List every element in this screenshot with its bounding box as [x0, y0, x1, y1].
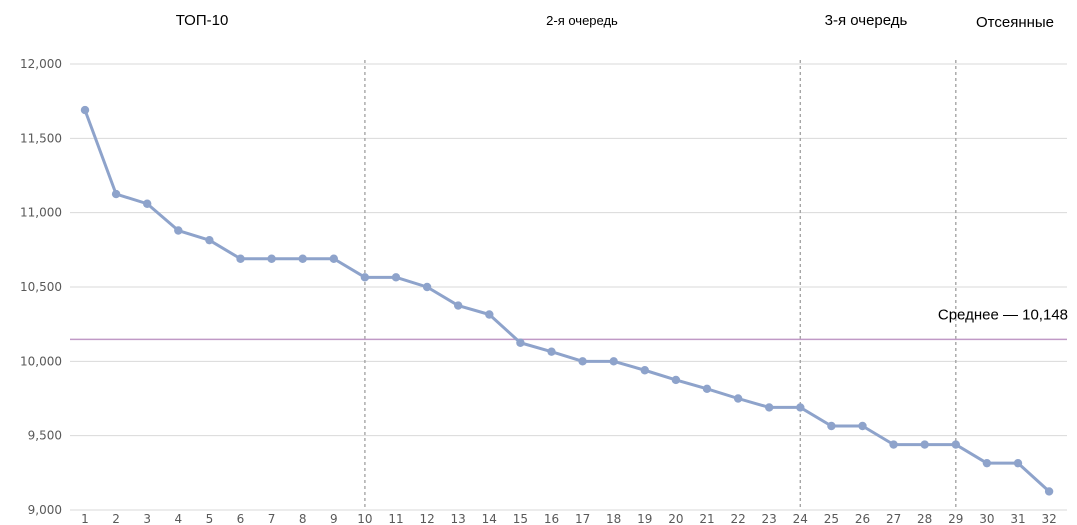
data-point: [547, 347, 556, 356]
data-point: [454, 301, 463, 310]
data-point: [733, 394, 743, 403]
x-tick-label: 24: [793, 512, 808, 525]
section-labels: ТОП-10 2-я очередь 3-я очередь Отсеянные: [176, 12, 1054, 31]
grid-lines: [70, 63, 1067, 511]
x-tick-label: 22: [730, 512, 745, 525]
x-tick-label: 12: [419, 512, 434, 525]
data-point: [951, 440, 960, 449]
x-tick-label: 3: [143, 512, 151, 525]
data-point: [1013, 458, 1023, 468]
data-point: [516, 338, 525, 347]
data-point: [422, 282, 432, 292]
section-label-queue-2: 2-я очередь: [546, 13, 618, 28]
x-tick-label: 4: [174, 512, 182, 525]
x-tick-label: 17: [575, 512, 590, 525]
x-tick-label: 21: [699, 512, 714, 525]
x-tick-label: 18: [606, 512, 621, 525]
data-point: [298, 254, 307, 263]
x-tick-label: 19: [637, 512, 652, 525]
y-axis-ticks: 9,000 9,500 10,000 10,500 11,000 11,500 12,000: [20, 57, 62, 517]
x-tick-label: 15: [513, 512, 528, 525]
section-dividers: [364, 60, 957, 510]
x-tick-label: 20: [668, 512, 683, 525]
data-point: [267, 254, 276, 263]
y-tick-label: 12,000: [20, 57, 62, 71]
x-tick-label: 32: [1041, 512, 1056, 525]
x-tick-label: 26: [855, 512, 870, 525]
section-label-queue-3: 3-я очередь: [825, 12, 908, 29]
data-point: [858, 421, 867, 431]
data-point: [360, 273, 370, 282]
x-tick-label: 6: [237, 512, 245, 525]
average-label: Среднее — 10,148: [938, 306, 1068, 323]
x-tick-label: 27: [886, 512, 901, 525]
data-point: [236, 254, 245, 263]
y-tick-label: 9,500: [28, 429, 62, 443]
data-point: [640, 366, 649, 375]
y-tick-label: 11,000: [20, 206, 62, 220]
data-point: [485, 310, 494, 319]
x-tick-label: 29: [948, 512, 963, 525]
x-tick-label: 13: [451, 512, 466, 525]
series-line: [80, 105, 1054, 496]
x-tick-label: 31: [1010, 512, 1025, 525]
data-point: [827, 421, 836, 431]
x-tick-label: 5: [206, 512, 214, 525]
x-tick-label: 2: [112, 512, 120, 525]
data-point: [765, 403, 774, 412]
x-tick-label: 14: [482, 512, 497, 525]
x-tick-label: 28: [917, 512, 932, 525]
x-tick-label: 7: [268, 512, 276, 525]
data-point: [702, 384, 712, 394]
x-tick-label: 30: [979, 512, 994, 525]
data-point: [671, 375, 681, 385]
series-polyline: [83, 109, 1051, 493]
data-point: [143, 199, 152, 208]
data-point: [111, 189, 121, 199]
x-tick-label: 25: [824, 512, 839, 525]
data-point: [889, 440, 898, 449]
x-tick-label: 8: [299, 512, 307, 525]
data-point: [920, 440, 929, 449]
data-point: [205, 235, 214, 245]
data-point: [80, 105, 90, 115]
data-point: [391, 273, 401, 282]
data-point: [982, 458, 992, 468]
x-tick-label: 10: [357, 512, 372, 525]
data-point: [1044, 487, 1054, 496]
data-point: [796, 403, 805, 412]
x-tick-label: 1: [81, 512, 89, 525]
y-tick-label: 9,000: [28, 503, 62, 517]
x-tick-label: 11: [388, 512, 403, 525]
x-tick-label: 23: [762, 512, 777, 525]
section-label-top10: ТОП-10: [176, 12, 229, 29]
y-tick-label: 10,500: [20, 280, 62, 294]
data-point: [609, 357, 618, 366]
data-point: [329, 254, 338, 263]
x-axis-ticks: 1 2 3 4 5 6 7 8 9 10 11 12 13 14 15 16 17 18 19 20 21 22 23 24 2…: [81, 512, 1057, 525]
data-point: [174, 226, 183, 235]
data-point: [578, 357, 587, 366]
x-tick-label: 16: [544, 512, 559, 525]
y-tick-label: 10,000: [20, 354, 62, 368]
section-label-rejected: Отсеянные: [976, 14, 1054, 31]
y-tick-label: 11,500: [20, 131, 62, 145]
x-tick-label: 9: [330, 512, 338, 525]
